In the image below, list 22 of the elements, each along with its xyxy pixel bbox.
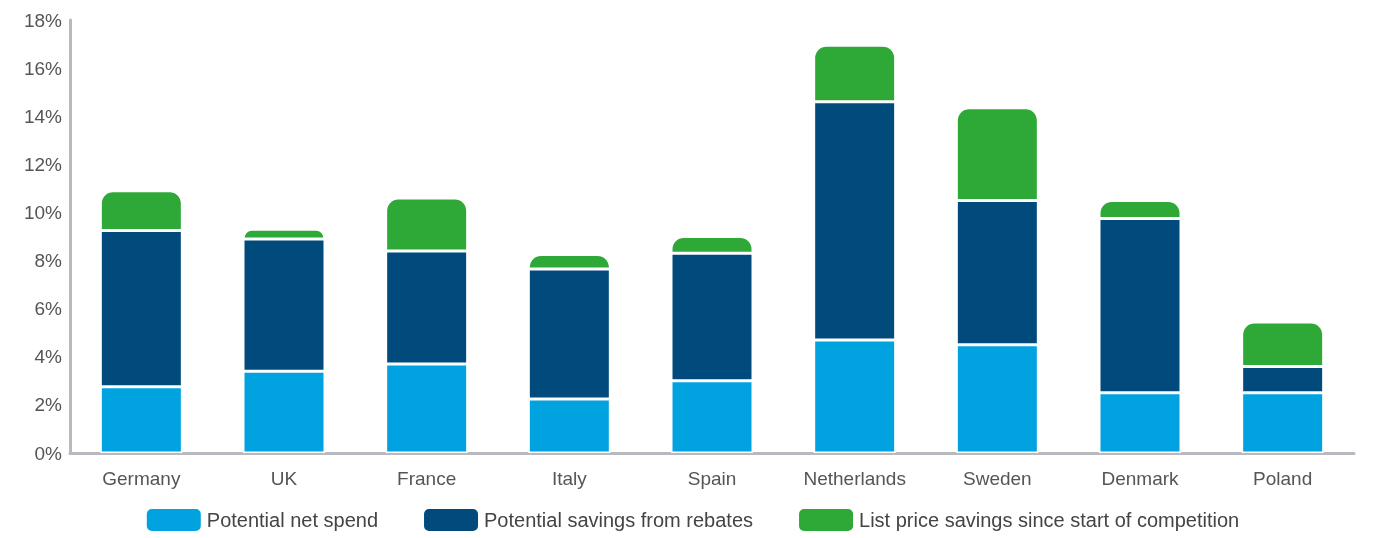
y-tick-label: 4% (34, 346, 63, 368)
y-tick-label: 2% (34, 394, 63, 416)
legend-label: Potential net spend (206, 509, 379, 531)
x-tick-label: France (397, 468, 457, 489)
x-tick-label: Germany (102, 468, 181, 489)
x-tick-label: Poland (1253, 468, 1313, 489)
x-tick-label: Netherlands (803, 468, 906, 489)
y-tick-label: 14% (23, 105, 63, 127)
x-tick-label: Spain (687, 468, 737, 489)
legend-label: List price savings since start of competition (859, 509, 1240, 531)
y-tick-label: 10% (23, 201, 63, 223)
y-tick-label: 18% (23, 9, 63, 31)
y-tick-label: 16% (23, 57, 63, 79)
y-tick-label: 6% (34, 298, 63, 320)
y-tick-label: 12% (23, 153, 63, 175)
y-tick-label: 0% (34, 442, 63, 464)
x-tick-label: Sweden (963, 468, 1032, 489)
x-tick-label: Italy (551, 468, 588, 489)
x-tick-label: UK (270, 468, 298, 489)
x-tick-label: Denmark (1101, 468, 1180, 489)
legend-label: Potential savings from rebates (484, 509, 754, 531)
y-tick-label: 8% (34, 250, 63, 272)
